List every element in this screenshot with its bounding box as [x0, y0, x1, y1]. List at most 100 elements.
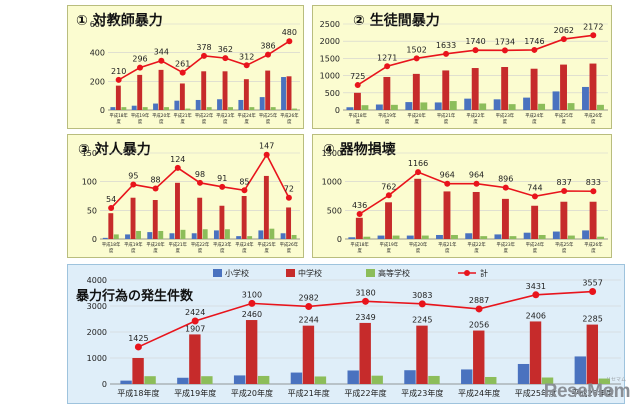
- bar-elementary: [552, 91, 560, 110]
- x-tick-label: 平成21年: [438, 241, 457, 248]
- x-tick-label: 度: [444, 118, 449, 125]
- y-tick-label: 0: [92, 235, 97, 244]
- bar-junior: [531, 205, 539, 239]
- bar-elementary: [494, 234, 502, 239]
- legend-label: 計: [480, 268, 488, 278]
- x-tick-label: 度: [414, 118, 419, 125]
- total-data-label: 386: [260, 42, 275, 51]
- bar-high: [164, 107, 169, 110]
- total-data-label: 72: [284, 185, 294, 194]
- total-data-label: 1271: [377, 53, 397, 62]
- bar-high: [180, 229, 186, 239]
- bar-elementary: [169, 233, 175, 239]
- bar-junior: [501, 198, 509, 239]
- bar-junior: [412, 73, 420, 110]
- total-data-label: 3180: [355, 288, 375, 297]
- total-point: [243, 62, 250, 69]
- chart-title: 暴力行為の発生件数: [76, 289, 194, 304]
- bar-junior: [152, 200, 158, 239]
- total-point: [265, 51, 271, 58]
- bar-high: [421, 235, 429, 239]
- x-tick-label: 平成22年: [191, 241, 210, 248]
- x-tick-label: 平成26年: [280, 112, 299, 119]
- total-point: [531, 46, 538, 53]
- bar-elementary: [552, 231, 560, 239]
- chart-title: ③ 対人暴力: [78, 142, 151, 158]
- bar-junior: [473, 330, 485, 384]
- x-tick-label: 平成26年度: [572, 388, 614, 398]
- x-tick-label: 平成25年度: [515, 388, 557, 398]
- bar-high: [390, 104, 398, 110]
- x-tick-label: 度: [562, 118, 567, 125]
- x-tick-label: 平成21年度: [288, 388, 330, 398]
- bar-junior: [158, 69, 164, 110]
- y-tick-label: 1500: [322, 149, 342, 158]
- x-tick-label: 度: [562, 247, 567, 254]
- y-tick-label: 200: [90, 77, 105, 86]
- y-tick-label: 2000: [320, 37, 340, 46]
- total-data-label: 98: [195, 170, 205, 179]
- total-point: [472, 47, 479, 54]
- bar-high: [136, 230, 141, 239]
- y-tick-label: 500: [327, 206, 342, 215]
- bar-elementary: [493, 99, 501, 110]
- bar-elementary: [195, 99, 201, 110]
- bar-high: [485, 376, 497, 384]
- total-point: [174, 164, 181, 171]
- bar-junior: [353, 92, 361, 110]
- legend-swatch-high: [366, 269, 375, 277]
- total-point: [501, 47, 508, 54]
- x-tick-label: 平成23年: [496, 112, 515, 119]
- bar-high: [420, 102, 428, 110]
- bar-junior: [241, 196, 247, 239]
- x-tick-label: 平成18年: [349, 112, 368, 119]
- bar-elementary: [259, 97, 265, 110]
- y-tick-label: 0: [337, 235, 342, 244]
- x-tick-label: 平成24年: [526, 241, 545, 248]
- bar-high: [451, 234, 458, 239]
- y-tick-label: 500: [325, 89, 340, 98]
- total-data-label: 95: [128, 172, 138, 181]
- bar-high: [567, 235, 575, 239]
- bar-elementary: [290, 372, 303, 384]
- bar-junior: [137, 74, 143, 110]
- bar-high: [257, 375, 270, 384]
- x-tick-label: 平成23年: [213, 241, 232, 248]
- bar-high: [480, 236, 488, 239]
- bar-high: [361, 105, 369, 110]
- bar-elementary: [177, 377, 189, 384]
- bar-high: [392, 235, 400, 239]
- bar-junior: [560, 201, 568, 239]
- total-data-label: 1740: [465, 37, 485, 46]
- legend-label: 中学校: [298, 268, 322, 278]
- y-tick-label: 4000: [87, 276, 107, 285]
- bar-high: [224, 229, 230, 239]
- bar-high: [142, 107, 148, 110]
- total-data-label: 88: [150, 176, 160, 185]
- total-point: [219, 183, 226, 190]
- x-tick-label: 度: [198, 247, 203, 254]
- bar-elementary: [110, 107, 116, 110]
- total-data-label: 1734: [495, 37, 515, 46]
- total-data-label: 362: [218, 45, 233, 54]
- bar-elementary: [523, 232, 531, 239]
- bar-elementary: [405, 102, 413, 110]
- bar-high: [292, 108, 297, 110]
- bar-elementary: [174, 100, 180, 110]
- bar-junior: [243, 79, 249, 110]
- total-data-label: 124: [170, 155, 185, 164]
- x-tick-label: 度: [159, 118, 164, 125]
- bar-data-label: 2056: [469, 321, 489, 330]
- bar-junior: [108, 213, 114, 239]
- bar-elementary: [517, 363, 530, 384]
- y-tick-label: 1000: [320, 72, 340, 81]
- bar-junior: [286, 76, 292, 110]
- bar-junior: [189, 334, 201, 384]
- x-tick-label: 平成25年: [555, 241, 574, 248]
- bar-elementary: [404, 370, 416, 384]
- bar-junior: [471, 68, 479, 110]
- total-point: [285, 194, 292, 201]
- bar-junior: [201, 71, 207, 110]
- resemom-logo: ReseMom: [543, 381, 631, 402]
- bar-high: [597, 104, 604, 110]
